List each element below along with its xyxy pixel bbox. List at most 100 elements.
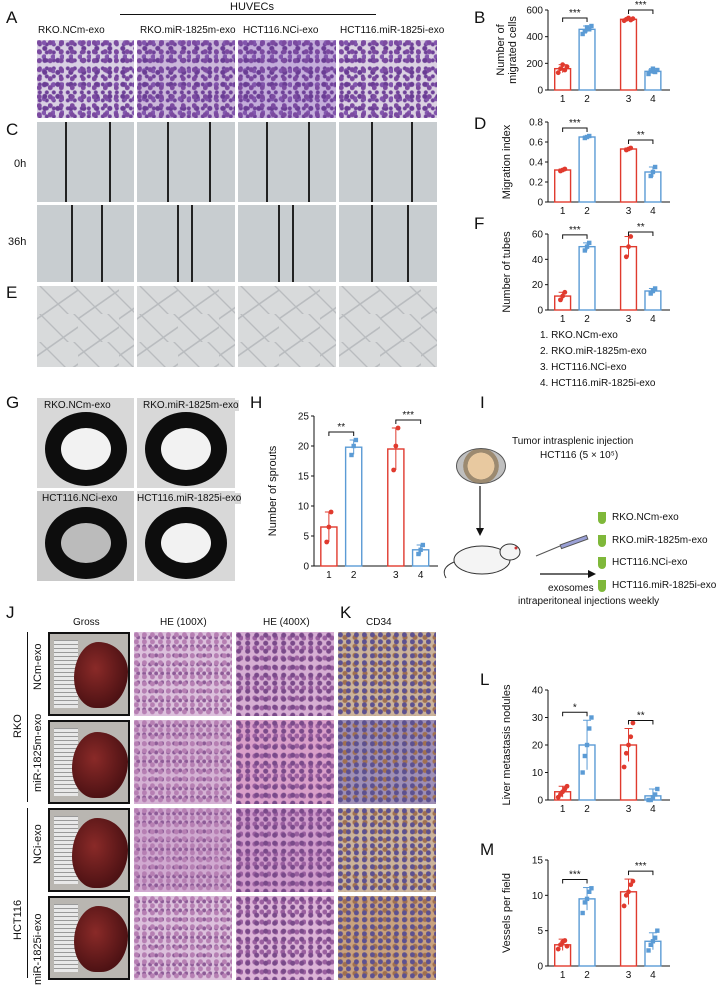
data-point bbox=[584, 742, 590, 748]
data-point bbox=[560, 293, 566, 299]
huvec-title: HUVECs bbox=[230, 1, 275, 13]
exo-list-2: RKO.miR-1825m-exo bbox=[612, 535, 708, 546]
data-point bbox=[650, 795, 656, 800]
bar bbox=[554, 169, 572, 203]
injection-label: Tumor intrasplenic injection bbox=[512, 436, 634, 447]
mouse-schematic bbox=[443, 486, 596, 579]
data-point bbox=[555, 70, 561, 76]
data-point bbox=[589, 886, 594, 891]
significance-label: *** bbox=[635, 861, 647, 872]
data-point bbox=[650, 939, 656, 944]
data-point bbox=[328, 509, 334, 515]
y-tick-label: 0 bbox=[303, 562, 309, 573]
header-he100: HE (100X) bbox=[160, 617, 207, 628]
x-tick-label: 3 bbox=[393, 570, 399, 581]
data-point bbox=[391, 467, 397, 473]
transwell-image-1 bbox=[37, 40, 134, 118]
data-point bbox=[650, 66, 656, 71]
panel-label-l: L bbox=[480, 670, 490, 689]
legend-item-3: 3. HCT116.NCi-exo bbox=[540, 362, 627, 373]
panel-label-h: H bbox=[250, 393, 263, 412]
data-point bbox=[648, 291, 653, 296]
significance-bracket bbox=[628, 870, 654, 876]
data-point bbox=[652, 935, 658, 940]
data-point bbox=[652, 164, 658, 170]
y-tick-label: 0.4 bbox=[529, 158, 543, 169]
data-point bbox=[623, 254, 629, 260]
y-axis-label: migrated cells bbox=[507, 16, 519, 84]
y-tick-label: 10 bbox=[532, 891, 544, 902]
gross-image-3 bbox=[48, 808, 130, 892]
row-label-4: miR-1825i-exo bbox=[32, 913, 44, 985]
tube-icon-1 bbox=[598, 512, 606, 524]
y-axis-label: Vessels per field bbox=[501, 873, 513, 953]
data-point bbox=[584, 896, 590, 902]
injection-cells: HCT116 (5 × 10⁵) bbox=[540, 450, 619, 461]
data-point bbox=[420, 542, 426, 548]
data-point bbox=[326, 524, 332, 530]
he100-image-3 bbox=[134, 808, 232, 892]
y-tick-label: 20 bbox=[532, 280, 544, 291]
y-tick-label: 10 bbox=[532, 768, 544, 779]
x-tick-label: 3 bbox=[626, 314, 632, 325]
data-point bbox=[655, 928, 660, 933]
x-tick-label: 3 bbox=[626, 94, 632, 105]
y-axis-label: Number of sprouts bbox=[267, 445, 279, 536]
aortic-ring-2 bbox=[137, 398, 235, 488]
significance-label: ** bbox=[637, 711, 645, 722]
header-gross: Gross bbox=[73, 617, 100, 628]
y-tick-label: 30 bbox=[532, 713, 544, 724]
y-tick-label: 40 bbox=[532, 255, 544, 266]
data-point bbox=[650, 288, 656, 294]
data-point bbox=[630, 16, 636, 22]
data-point bbox=[393, 443, 399, 449]
data-point bbox=[353, 437, 359, 443]
group-label-hct116: HCT116 bbox=[12, 899, 24, 940]
panel-label-b: B bbox=[474, 8, 486, 27]
tube-image-3 bbox=[238, 286, 336, 367]
row-label-1: NCm-exo bbox=[32, 643, 44, 690]
y-axis-label: Number of tubes bbox=[501, 231, 513, 313]
x-tick-label: 2 bbox=[584, 804, 590, 815]
tube-icon-4 bbox=[598, 580, 606, 592]
data-point bbox=[580, 31, 585, 37]
data-point bbox=[626, 244, 631, 250]
chart-b: 0 200 400 600 Number of migrated cells 1 2 3 4 ***… bbox=[495, 0, 670, 105]
data-point bbox=[623, 892, 629, 898]
bar bbox=[619, 148, 638, 203]
y-tick-label: 20 bbox=[532, 741, 544, 752]
y-tick-label: 0 bbox=[537, 306, 543, 317]
y-tick-label: 25 bbox=[298, 412, 310, 423]
time-label-0h: 0h bbox=[14, 158, 27, 170]
group-label-rko: RKO bbox=[12, 714, 24, 738]
data-point bbox=[652, 286, 658, 291]
x-tick-label: 3 bbox=[626, 804, 632, 815]
data-point bbox=[558, 297, 563, 303]
x-tick-label: 1 bbox=[326, 570, 332, 581]
data-point bbox=[562, 166, 568, 172]
wound-0h-1 bbox=[37, 122, 134, 202]
x-tick-label: 2 bbox=[584, 970, 590, 981]
aortic-ring-1 bbox=[37, 398, 134, 488]
x-tick-label: 4 bbox=[650, 314, 656, 325]
aortic-label-4: HCT116.miR-1825i-exo bbox=[137, 493, 242, 504]
data-point bbox=[648, 173, 653, 179]
aortic-label-3: HCT116.NCi-exo bbox=[42, 493, 118, 504]
data-point bbox=[628, 234, 634, 239]
data-point bbox=[580, 770, 585, 775]
group-line-hct116 bbox=[27, 808, 28, 978]
huvec-header-line bbox=[120, 14, 376, 15]
col-label-1: RKO.NCm-exo bbox=[38, 25, 105, 36]
gross-image-4 bbox=[48, 896, 130, 980]
data-point bbox=[418, 547, 423, 552]
he400-image-3 bbox=[236, 808, 334, 892]
panel-label-j: J bbox=[6, 603, 15, 622]
x-tick-label: 3 bbox=[626, 206, 632, 217]
panel-label-k: K bbox=[340, 603, 352, 622]
data-point bbox=[584, 244, 590, 249]
x-tick-label: 1 bbox=[560, 314, 566, 325]
x-tick-label: 1 bbox=[560, 804, 566, 815]
significance-label: * bbox=[573, 702, 577, 713]
significance-label: *** bbox=[402, 410, 414, 421]
